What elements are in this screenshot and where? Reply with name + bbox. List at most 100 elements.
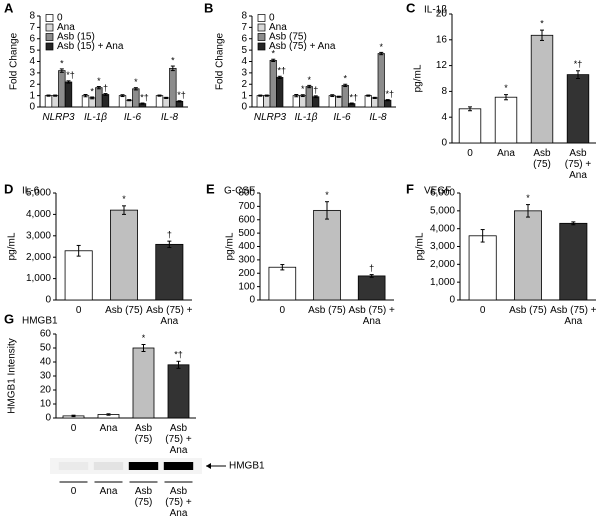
y-tick-label: 2 <box>241 79 247 90</box>
legend-label: Asb (75) <box>269 32 307 43</box>
annotation: * <box>343 74 347 84</box>
bar <box>155 95 164 108</box>
x-tick-label: 0 <box>70 423 77 434</box>
blot-label: HMGB1 <box>229 461 265 472</box>
y-axis-label: pg/mL <box>7 232 18 260</box>
bar <box>269 60 277 108</box>
panel-title: HMGB1 <box>22 316 58 327</box>
y-tick-label: 16 <box>436 34 448 45</box>
bar <box>530 34 554 144</box>
annotation: *† <box>277 66 286 76</box>
bar <box>263 95 271 108</box>
y-axis-label: HMGB1 Intensity <box>7 338 18 414</box>
y-axis-label: pg/mL <box>413 64 424 92</box>
y-axis-label: pg/mL <box>415 232 426 260</box>
annotation: † <box>167 230 172 240</box>
bar <box>268 266 297 301</box>
bar <box>81 95 90 108</box>
bar <box>299 95 307 108</box>
y-tick-label: 1 <box>29 90 35 101</box>
y-axis-label: pg/mL <box>225 232 236 260</box>
bar <box>494 96 518 144</box>
bar <box>276 77 284 108</box>
bar <box>328 95 336 108</box>
y-tick-label: 6 <box>29 33 35 44</box>
blot-band <box>58 462 89 470</box>
blot-arrowhead <box>206 463 211 469</box>
bar <box>167 364 190 419</box>
y-tick-label: 300 <box>238 255 255 266</box>
annotation: * <box>142 333 146 343</box>
x-tick-label: IL-1β <box>84 112 107 123</box>
y-tick-label: 1 <box>241 90 247 101</box>
y-axis-label: Fold Change <box>9 32 20 90</box>
x-tick-label: IL-1β <box>294 112 318 123</box>
annotation: * <box>171 55 175 65</box>
annotation: † <box>369 263 374 273</box>
legend-label: Asb (15) + Ana <box>57 41 124 52</box>
y-tick-label: 0 <box>29 102 35 113</box>
y-tick-label: 2,000 <box>430 259 455 270</box>
y-tick-label: 0 <box>441 138 447 149</box>
annotation: *† <box>574 59 583 69</box>
bar <box>118 95 127 108</box>
annotation: *† <box>385 89 394 99</box>
x-tick-label: IL-8 <box>160 112 179 123</box>
panel-title: IL-6 <box>22 186 40 197</box>
y-tick-label: 5 <box>241 45 247 56</box>
legend-label: Ana <box>269 22 287 33</box>
annotation: * <box>122 194 126 204</box>
y-tick-label: 3 <box>241 68 247 79</box>
annotation: * <box>307 75 311 85</box>
y-tick-label: 1,000 <box>26 273 51 284</box>
lane-label: Asb (75) + Ana <box>165 486 192 519</box>
bar <box>468 235 497 301</box>
legend-swatch <box>45 14 54 22</box>
y-tick-label: 200 <box>238 268 255 279</box>
bar <box>110 209 139 301</box>
annotation: * <box>97 76 101 86</box>
bar <box>371 97 379 108</box>
y-tick-label: 6 <box>241 33 247 44</box>
x-tick-label: IL-8 <box>369 112 387 123</box>
y-tick-label: 5,000 <box>26 188 51 199</box>
panel-label: C <box>406 0 416 15</box>
legend-swatch <box>257 14 266 22</box>
lane-label: Ana <box>99 486 118 497</box>
y-tick-label: 50 <box>40 343 52 354</box>
y-tick-label: 4,000 <box>430 223 455 234</box>
blot-band <box>128 462 159 470</box>
y-tick-label: 4 <box>441 112 447 123</box>
annotation: * <box>301 84 305 94</box>
y-tick-label: 20 <box>436 9 448 20</box>
bar <box>132 88 140 108</box>
bar <box>162 97 170 108</box>
x-tick-label: Asb (75) + Ana <box>348 305 395 327</box>
bar <box>155 243 184 301</box>
y-tick-label: 8 <box>441 86 447 97</box>
x-tick-label: 0 <box>279 305 286 316</box>
bar <box>514 210 543 301</box>
legend-swatch <box>257 23 266 32</box>
annotation: * <box>379 42 383 52</box>
panel-label: B <box>204 0 213 15</box>
y-tick-label: 700 <box>238 201 255 212</box>
annotation: *† <box>140 92 149 102</box>
y-tick-label: 40 <box>40 357 52 368</box>
y-tick-label: 0 <box>241 102 247 113</box>
panel-label: D <box>4 181 13 196</box>
y-tick-label: 5 <box>29 45 35 56</box>
bar <box>377 53 385 108</box>
panel-label: G <box>4 311 14 326</box>
x-tick-label: NLRP3 <box>253 112 287 123</box>
y-tick-label: 60 <box>40 329 52 340</box>
bar <box>44 95 53 108</box>
bar <box>559 222 588 301</box>
x-tick-label: Asb (75) <box>308 305 346 316</box>
y-tick-label: 0 <box>449 295 455 306</box>
annotation: * <box>90 86 94 96</box>
bar <box>458 108 482 144</box>
bar <box>292 95 300 108</box>
